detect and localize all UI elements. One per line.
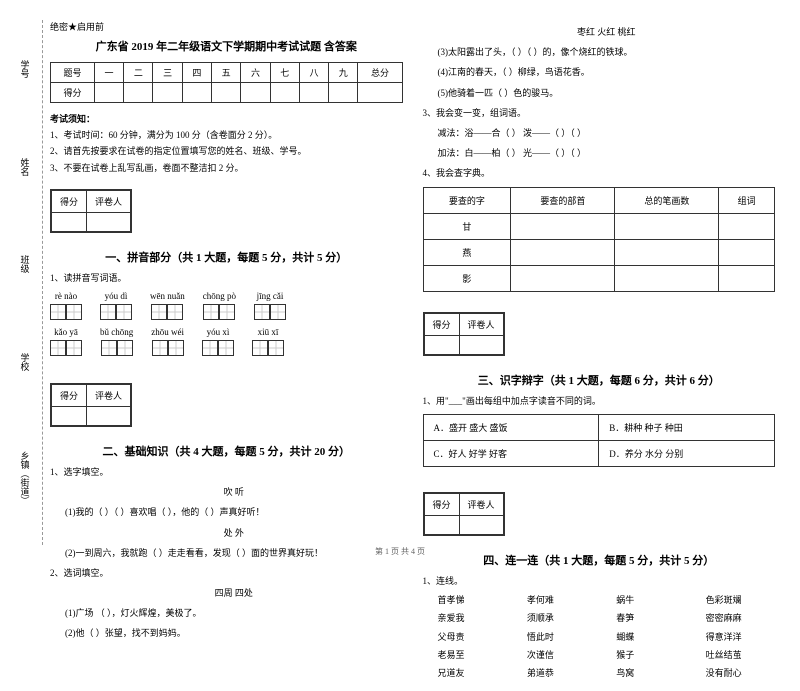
instruction-item: 2、请首先按要求在试卷的指定位置填写您的姓名、班级、学号。 bbox=[50, 143, 403, 159]
instructions: 考试须知： 1、考试时间：60 分钟，满分为 100 分（含卷面分 2 分）。 … bbox=[50, 111, 403, 176]
q1: 1、读拼音写词语。 bbox=[50, 270, 403, 286]
section1-title: 一、拼音部分（共 1 大题，每题 5 分，共计 5 分） bbox=[50, 249, 403, 265]
table-row: 题号 一 二 三 四 五 六 七 八 九 总分 bbox=[51, 63, 403, 83]
instruction-item: 3、不要在试卷上乱写乱画，卷面不整洁扣 2 分。 bbox=[50, 160, 403, 176]
q4-1: 1、连线。 bbox=[423, 573, 776, 589]
score-box: 得分评卷人 bbox=[423, 492, 505, 536]
char-recognition-table: A．盛开 盛大 盛饭 B．耕种 种子 种田 C．好人 好学 好客 D．养分 水分… bbox=[423, 414, 776, 467]
page-footer: 第 1 页 共 4 页 bbox=[0, 546, 800, 557]
table-row: 得分 bbox=[51, 83, 403, 103]
sidebar-label: 班级 bbox=[19, 255, 32, 273]
q2-2-title: 2、选词填空。 bbox=[50, 565, 403, 581]
dictionary-table: 要查的字 要查的部首 总的笔画数 组词 甘 燕 影 bbox=[423, 187, 776, 292]
page-content: 绝密★启用前 广东省 2019 年二年级语文下学期期中考试试题 含答案 题号 一… bbox=[0, 0, 800, 691]
binding-sidebar: 学号 姓名 班级 学校 乡镇（街道） bbox=[8, 20, 43, 545]
exam-title: 广东省 2019 年二年级语文下学期期中考试试题 含答案 bbox=[50, 38, 403, 54]
score-box: 得分评卷人 bbox=[50, 189, 132, 233]
secret-label: 绝密★启用前 bbox=[50, 20, 403, 33]
pinyin-row: rè nào yóu dì wēn nuǎn chōng pò jīng cǎi bbox=[50, 291, 403, 322]
right-column: 枣红 火红 桃红 (3)太阳露出了头，（ ）（ ）的，像个烧红的铁球。 (4)江… bbox=[423, 20, 776, 681]
sidebar-label: 乡镇（街道） bbox=[19, 451, 32, 505]
q2-1-title: 1、选字填空。 bbox=[50, 464, 403, 480]
pinyin-row: kǎo yā bǔ chōng zhōu wéi yóu xì xiū xī bbox=[50, 327, 403, 358]
left-column: 绝密★启用前 广东省 2019 年二年级语文下学期期中考试试题 含答案 题号 一… bbox=[50, 20, 403, 681]
section2-title: 二、基础知识（共 4 大题，每题 5 分，共计 20 分） bbox=[50, 443, 403, 459]
score-table: 题号 一 二 三 四 五 六 七 八 九 总分 得分 bbox=[50, 62, 403, 103]
score-box: 得分评卷人 bbox=[423, 312, 505, 356]
sidebar-label: 姓名 bbox=[19, 158, 32, 176]
q4-title: 4、我会查字典。 bbox=[423, 165, 776, 181]
q3-title: 3、我会变一变，组词语。 bbox=[423, 105, 776, 121]
matching-grid: 首孝悌孝何难蜗牛色彩斑斓 亲爱我须顺承春笋密密麻麻 父母责悟此时蝴蝶得意洋洋 老… bbox=[423, 593, 776, 681]
score-box: 得分评卷人 bbox=[50, 383, 132, 427]
q3-1: 1、用"___"画出每组中加点字读音不同的词。 bbox=[423, 393, 776, 409]
instructions-title: 考试须知： bbox=[50, 111, 403, 127]
instruction-item: 1、考试时间：60 分钟，满分为 100 分（含卷面分 2 分）。 bbox=[50, 127, 403, 143]
sidebar-label: 学校 bbox=[19, 353, 32, 371]
section3-title: 三、识字辩字（共 1 大题，每题 6 分，共计 6 分） bbox=[423, 372, 776, 388]
sidebar-label: 学号 bbox=[19, 60, 32, 78]
